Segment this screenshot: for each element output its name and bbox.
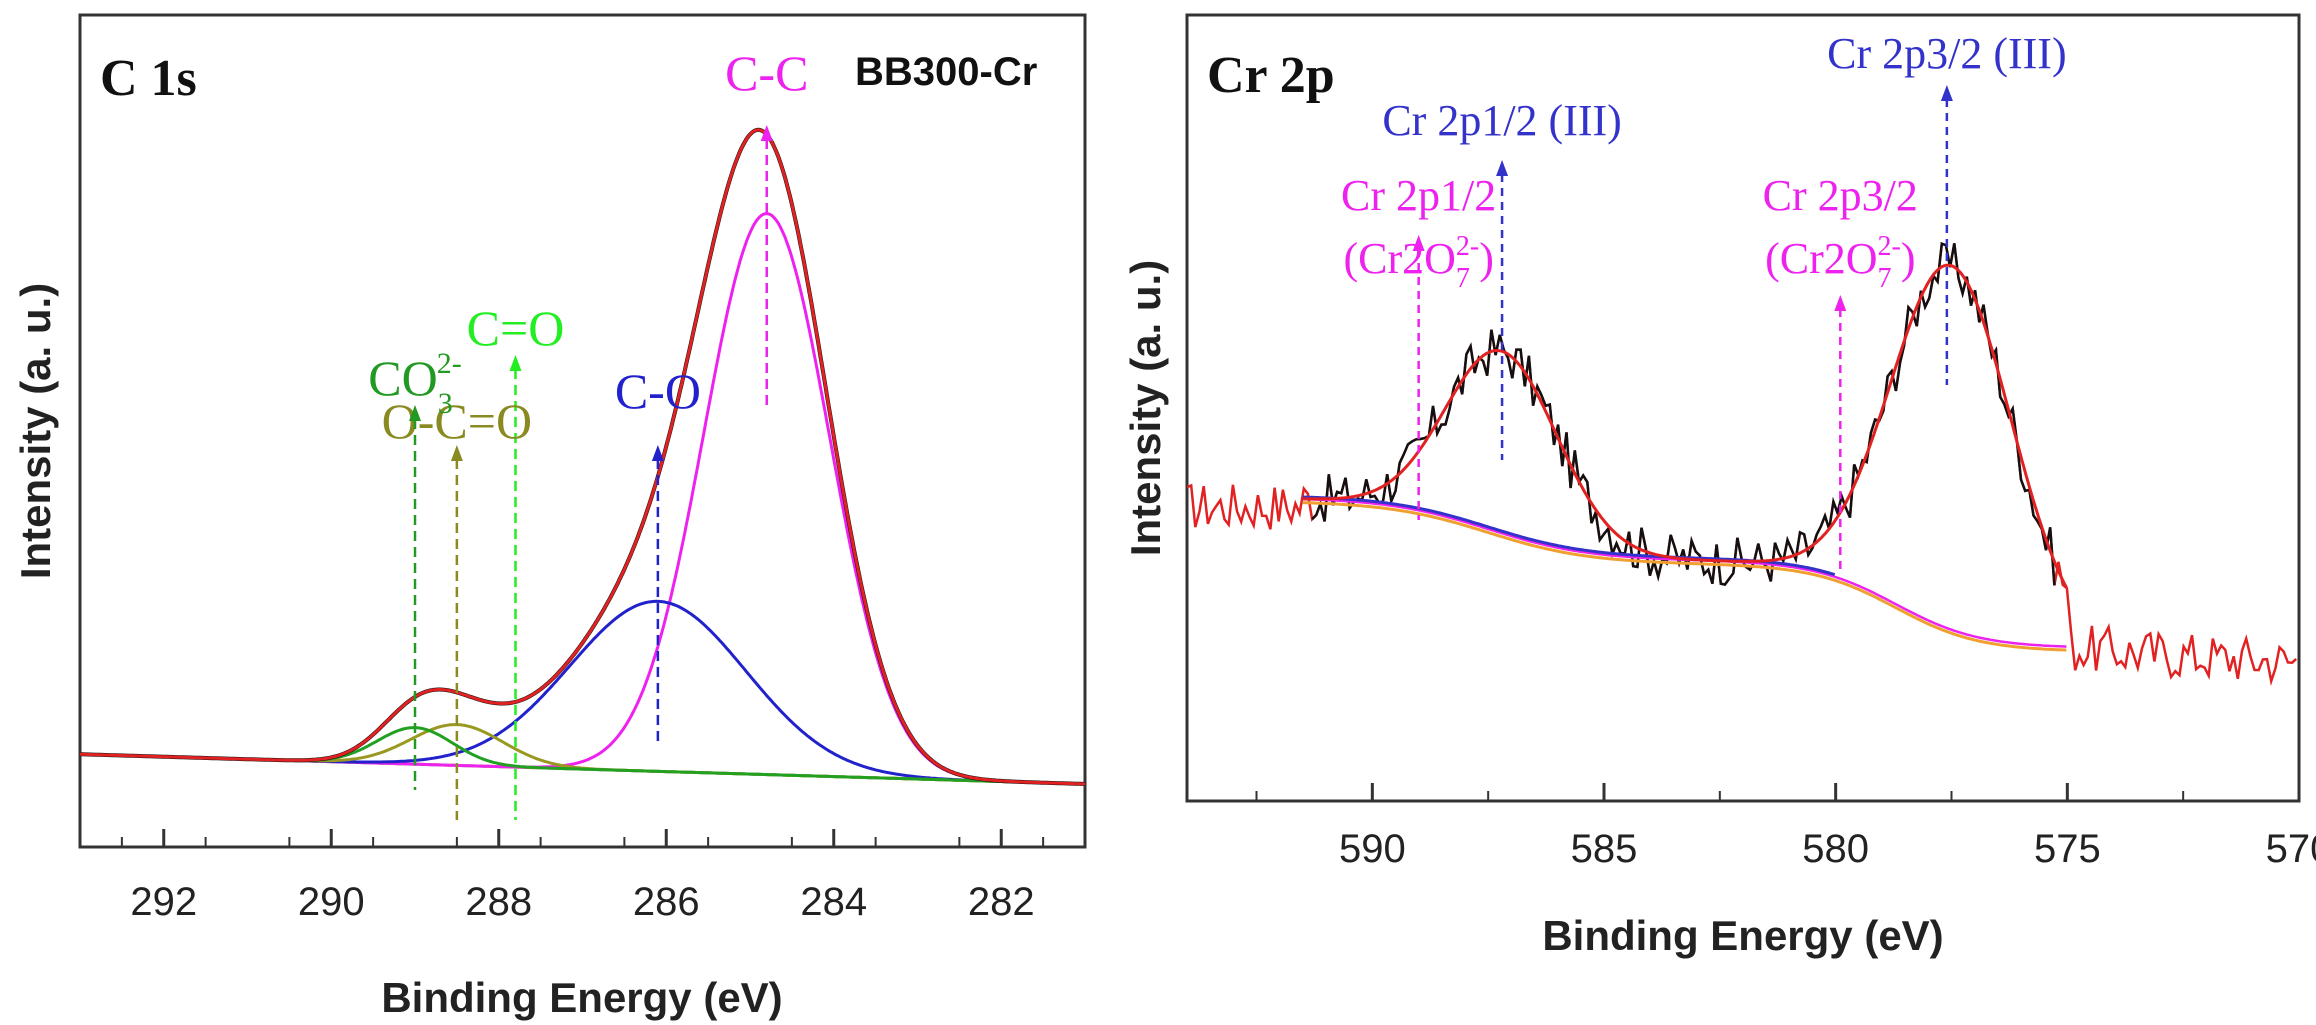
cr2p-x-tick-label: 575 xyxy=(2034,827,2101,871)
cr2p-x-tick-label: 570 xyxy=(2266,827,2316,871)
cr2p-background-line xyxy=(1302,501,2067,652)
c1s-fit-envelope-line xyxy=(79,128,1086,786)
cr2p-label-cr2o7-right: (Cr2O72-) xyxy=(1765,231,1915,294)
cr2p-x-ticks: 590 585 580 575 570 xyxy=(1255,783,2316,871)
c1s-x-tick-label: 290 xyxy=(298,880,365,924)
c1s-label-c-c: C-C xyxy=(725,45,808,101)
c1s-x-tick-label: 288 xyxy=(465,880,532,924)
c1s-plot-frame xyxy=(78,13,1087,849)
c1s-label-o-c-eq-o-marker-arrowhead xyxy=(450,445,463,461)
cr2p-label-2p32-cr2o7-marker-arrowhead xyxy=(1834,295,1847,311)
c1s-label-co3-superscript: 2- xyxy=(437,347,462,380)
c1s-x-tick-label: 292 xyxy=(130,880,197,924)
c1s-sample-label: BB300-Cr xyxy=(855,50,1037,94)
cr2p-label-2p12-iii: Cr 2p1/2 (III) xyxy=(1382,96,1622,145)
cr2p-raw-line xyxy=(1311,241,2056,586)
c1s-peak-co32- xyxy=(80,726,1085,786)
c1s-x-tick-label: 282 xyxy=(968,880,1035,924)
cr2p-x-tick-label: 580 xyxy=(1802,827,1869,871)
cr2p-label-2p32-iii-marker-arrowhead xyxy=(1940,85,1953,101)
cr2p-label-cr2o7-left-superscript: 2- xyxy=(1456,231,1479,262)
cr2p-label-cr2o7-right-close-paren: ) xyxy=(1901,234,1916,283)
cr2p-label-cr2o7-left-subscript: 7 xyxy=(1456,263,1470,294)
cr2p-background-line-2 xyxy=(1302,497,2067,648)
cr2p-label-2p12-iii-marker-arrowhead xyxy=(1496,160,1509,176)
cr2p-plot-frame xyxy=(1185,13,2301,803)
cr2p-fit-envelope-line xyxy=(1302,263,2068,589)
c1s-y-axis-title: Intensity (a. u.) xyxy=(12,283,59,579)
c1s-raw-line xyxy=(79,127,1086,786)
c1s-label-co3-subscript: 3 xyxy=(438,387,453,420)
c1s-panel-title: C 1s xyxy=(100,50,197,107)
c1s-label-o-c-eq-o: O-C=O xyxy=(382,393,532,449)
c1s-label-c-c-marker-arrowhead xyxy=(760,125,773,141)
c1s-x-tick-label: 286 xyxy=(633,880,700,924)
c1s-curves xyxy=(79,127,1086,786)
cr2p-label-cr2o7-left-close-paren: ) xyxy=(1479,234,1494,283)
cr2p-curves xyxy=(1186,241,2298,687)
cr2p-label-2p12-cr2o7-marker-arrowhead xyxy=(1412,235,1425,251)
c1s-x-ticks: 292 290 288 286 284 282 xyxy=(120,829,1045,924)
c1s-x-tick-label: 284 xyxy=(800,880,867,924)
cr2p-x-tick-label: 585 xyxy=(1571,827,1638,871)
cr2p-label-2p32-iii: Cr 2p3/2 (III) xyxy=(1827,29,2067,78)
cr2p-x-axis-title: Binding Energy (eV) xyxy=(1542,912,1943,959)
c1s-label-c-o: C-O xyxy=(615,363,701,419)
cr2p-panel-title: Cr 2p xyxy=(1207,47,1335,104)
c1s-peak-c-o xyxy=(79,723,1085,786)
cr2p-label-2p32-cr2o7: Cr 2p3/2 xyxy=(1763,171,1918,220)
cr2p-panel: 590 585 580 575 570 Cr 2p3/2 (III) Cr 2p1/2 (… xyxy=(1122,13,2316,959)
c1s-x-axis-title: Binding Energy (eV) xyxy=(381,974,782,1021)
cr2p-y-axis-title: Intensity (a. u.) xyxy=(1122,260,1169,556)
c1s-label-c-o-marker-arrowhead xyxy=(651,445,664,461)
c1s-peak-c-c xyxy=(80,212,1086,786)
cr2p-label-cr2o7-right-subscript: 7 xyxy=(1878,263,1892,294)
cr2p-annotations: Cr 2p3/2 (III) Cr 2p1/2 (III) Cr 2p1/2 (Cr2… xyxy=(1341,29,2067,570)
c1s-label-c-eq-o: C=O xyxy=(467,300,565,356)
c1s-label-c-eq-o-marker-arrowhead xyxy=(509,355,522,371)
c1s-label-co3-marker-arrowhead xyxy=(409,405,421,421)
cr2p-label-cr2o7-right-superscript: 2- xyxy=(1878,231,1901,262)
cr2p-raw-line-outer xyxy=(1186,241,2298,687)
cr2p-label-2p12-cr2o7: Cr 2p1/2 xyxy=(1341,171,1496,220)
c1s-peak-c-o xyxy=(79,599,1086,786)
cr2p-x-tick-label: 590 xyxy=(1339,827,1406,871)
